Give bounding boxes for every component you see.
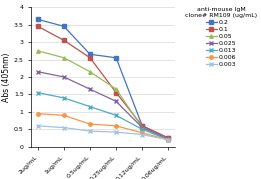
0.013 [88, 106, 92, 108]
0.025 [36, 71, 39, 73]
0.05 [167, 138, 170, 140]
0.025 [115, 100, 118, 102]
Line: 0.025: 0.025 [36, 70, 170, 141]
0.006 [141, 132, 144, 134]
0.1 [115, 92, 118, 94]
0.003 [115, 131, 118, 133]
0.006 [62, 114, 66, 116]
0.05 [115, 88, 118, 90]
0.05 [141, 127, 144, 129]
0.1 [62, 39, 66, 41]
Line: 0.2: 0.2 [36, 18, 170, 140]
0.003 [88, 130, 92, 132]
Line: 0.013: 0.013 [36, 91, 170, 142]
0.013 [141, 128, 144, 130]
Line: 0.006: 0.006 [36, 112, 170, 142]
Line: 0.1: 0.1 [36, 25, 170, 140]
0.2 [167, 137, 170, 139]
0.025 [62, 76, 66, 78]
0.2 [115, 57, 118, 59]
0.2 [36, 18, 39, 20]
0.013 [115, 114, 118, 116]
0.006 [36, 113, 39, 115]
0.2 [141, 125, 144, 127]
0.2 [88, 53, 92, 55]
0.1 [141, 125, 144, 127]
0.013 [62, 97, 66, 99]
0.003 [62, 127, 66, 129]
0.1 [167, 137, 170, 139]
Line: 0.003: 0.003 [36, 124, 170, 142]
Line: 0.05: 0.05 [36, 49, 170, 141]
0.006 [88, 123, 92, 125]
0.05 [36, 50, 39, 52]
0.05 [62, 57, 66, 59]
0.013 [36, 92, 39, 94]
Y-axis label: Abs (405nm): Abs (405nm) [2, 52, 11, 102]
0.003 [36, 125, 39, 127]
0.003 [167, 139, 170, 141]
0.006 [167, 139, 170, 141]
0.013 [167, 139, 170, 141]
0.003 [141, 134, 144, 136]
0.025 [167, 138, 170, 140]
0.1 [88, 57, 92, 59]
0.025 [88, 88, 92, 90]
0.025 [141, 127, 144, 129]
0.2 [62, 25, 66, 27]
0.1 [36, 25, 39, 27]
0.05 [88, 71, 92, 73]
Legend: 0.2, 0.1, 0.05, 0.025, 0.013, 0.006, 0.003: 0.2, 0.1, 0.05, 0.025, 0.013, 0.006, 0.0… [185, 8, 257, 67]
0.006 [115, 125, 118, 127]
